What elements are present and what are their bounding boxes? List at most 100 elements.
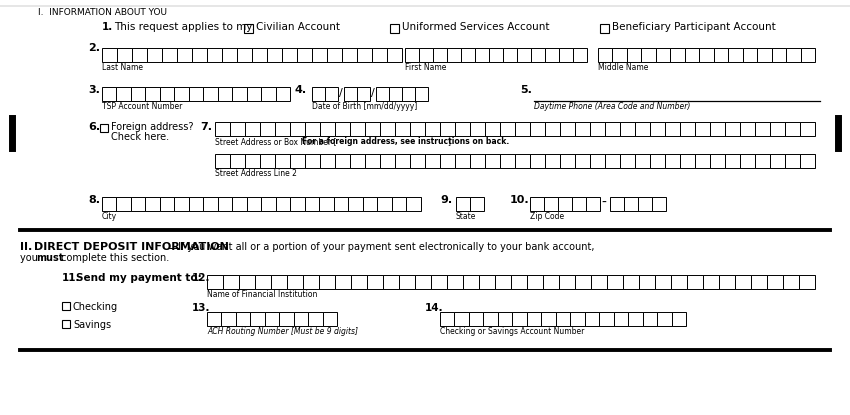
Bar: [223, 275, 239, 289]
Text: This request applies to my:: This request applies to my:: [114, 22, 255, 32]
Bar: [350, 122, 365, 136]
Bar: [613, 48, 627, 62]
Bar: [335, 122, 350, 136]
Bar: [305, 154, 320, 168]
Bar: [620, 154, 635, 168]
Bar: [517, 48, 531, 62]
Bar: [275, 122, 290, 136]
Bar: [635, 154, 650, 168]
Bar: [575, 122, 590, 136]
Text: 13.: 13.: [192, 303, 211, 313]
Bar: [365, 122, 380, 136]
Bar: [500, 154, 515, 168]
Bar: [320, 154, 335, 168]
Bar: [560, 122, 575, 136]
Text: II.: II.: [20, 242, 32, 252]
Text: 10.: 10.: [510, 195, 530, 205]
Bar: [544, 197, 558, 211]
Bar: [395, 122, 410, 136]
Bar: [207, 312, 222, 326]
Bar: [365, 154, 380, 168]
Bar: [656, 48, 671, 62]
Bar: [710, 154, 725, 168]
Bar: [655, 275, 671, 289]
Bar: [312, 87, 325, 101]
Bar: [132, 48, 147, 62]
Bar: [380, 154, 395, 168]
Bar: [320, 122, 335, 136]
Text: 8.: 8.: [88, 195, 100, 205]
Bar: [335, 275, 351, 289]
Bar: [751, 275, 767, 289]
Bar: [440, 154, 455, 168]
Bar: [470, 122, 485, 136]
Bar: [207, 48, 222, 62]
Bar: [650, 154, 665, 168]
Text: 3.: 3.: [88, 85, 99, 95]
Text: I.  INFORMATION ABOUT YOU: I. INFORMATION ABOUT YOU: [38, 8, 167, 17]
Bar: [440, 122, 455, 136]
Bar: [485, 122, 500, 136]
Bar: [230, 122, 245, 136]
Bar: [174, 87, 189, 101]
Text: 1.: 1.: [102, 22, 113, 32]
Bar: [267, 48, 282, 62]
Text: you: you: [20, 253, 41, 263]
Text: If you want all or a portion of your payment sent electronically to your bank ac: If you want all or a portion of your pay…: [178, 242, 594, 252]
Text: State: State: [456, 212, 476, 221]
Bar: [145, 197, 160, 211]
Bar: [590, 154, 605, 168]
Bar: [469, 312, 484, 326]
Bar: [265, 312, 280, 326]
Bar: [275, 154, 290, 168]
Bar: [325, 87, 338, 101]
Bar: [558, 197, 572, 211]
Bar: [638, 197, 652, 211]
Text: Street Address or Box Number [: Street Address or Box Number [: [215, 137, 337, 146]
Bar: [799, 275, 815, 289]
Bar: [642, 48, 656, 62]
Bar: [680, 154, 695, 168]
Bar: [800, 154, 815, 168]
Bar: [703, 275, 719, 289]
Bar: [218, 197, 233, 211]
Bar: [410, 122, 425, 136]
Bar: [425, 122, 440, 136]
Bar: [376, 87, 389, 101]
Bar: [530, 122, 545, 136]
Text: ]: ]: [447, 137, 450, 146]
Bar: [433, 48, 447, 62]
Bar: [572, 197, 586, 211]
Bar: [415, 275, 431, 289]
Text: Savings: Savings: [73, 320, 111, 330]
Bar: [755, 154, 770, 168]
Bar: [319, 275, 335, 289]
Text: 5.: 5.: [520, 85, 532, 95]
Bar: [455, 122, 470, 136]
Bar: [309, 312, 323, 326]
Bar: [719, 275, 735, 289]
Bar: [334, 197, 348, 211]
Bar: [687, 275, 703, 289]
Bar: [800, 122, 815, 136]
Bar: [233, 87, 247, 101]
Bar: [531, 48, 545, 62]
Bar: [575, 275, 591, 289]
Bar: [255, 275, 271, 289]
Bar: [348, 197, 363, 211]
Bar: [245, 154, 260, 168]
Bar: [685, 48, 700, 62]
Bar: [244, 24, 253, 33]
Bar: [559, 48, 573, 62]
Bar: [620, 122, 635, 136]
Bar: [290, 122, 305, 136]
Bar: [363, 197, 377, 211]
Bar: [192, 48, 207, 62]
Bar: [680, 122, 695, 136]
Bar: [610, 197, 624, 211]
Bar: [419, 48, 433, 62]
Bar: [665, 122, 680, 136]
Bar: [447, 48, 461, 62]
Bar: [342, 48, 357, 62]
Bar: [591, 275, 607, 289]
